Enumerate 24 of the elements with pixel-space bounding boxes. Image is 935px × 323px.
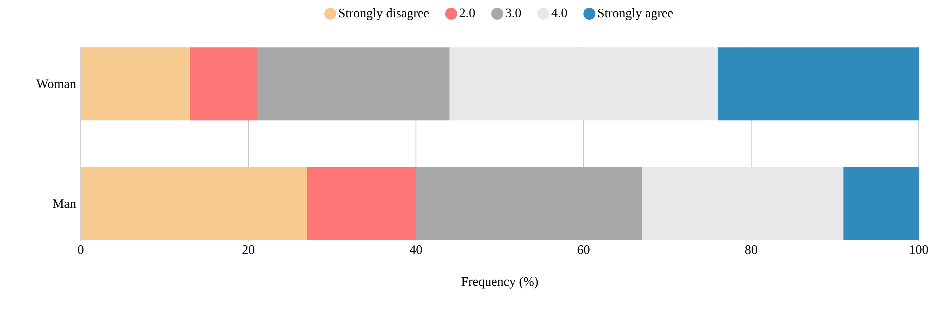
legend-label: 4.0: [552, 8, 568, 18]
bar: [844, 167, 920, 240]
x-tick-label: 20: [242, 246, 255, 254]
x-tick-label: 0: [78, 246, 84, 254]
y-tick-label: Woman: [36, 80, 76, 88]
x-tick-label: 40: [410, 246, 422, 254]
x-tick-label: 100: [910, 246, 928, 254]
legend-label: Strongly agree: [598, 8, 674, 20]
y-tick-label: Man: [53, 200, 76, 208]
x-tick-label: 80: [745, 246, 758, 254]
bar: [190, 48, 257, 121]
legend-label: Strongly disagree: [339, 8, 430, 20]
legend-label: 2.0: [460, 8, 476, 18]
bar: [256, 48, 450, 121]
bar: [642, 167, 844, 240]
bar: [307, 167, 416, 240]
bar: [416, 167, 642, 240]
bar: [81, 167, 308, 240]
bar: [81, 48, 190, 121]
bar: [718, 48, 920, 121]
x-axis-title: Frequency (%): [462, 277, 538, 289]
bar: [450, 48, 718, 121]
legend-label: 3.0: [506, 8, 522, 18]
x-tick-label: 60: [578, 246, 590, 254]
